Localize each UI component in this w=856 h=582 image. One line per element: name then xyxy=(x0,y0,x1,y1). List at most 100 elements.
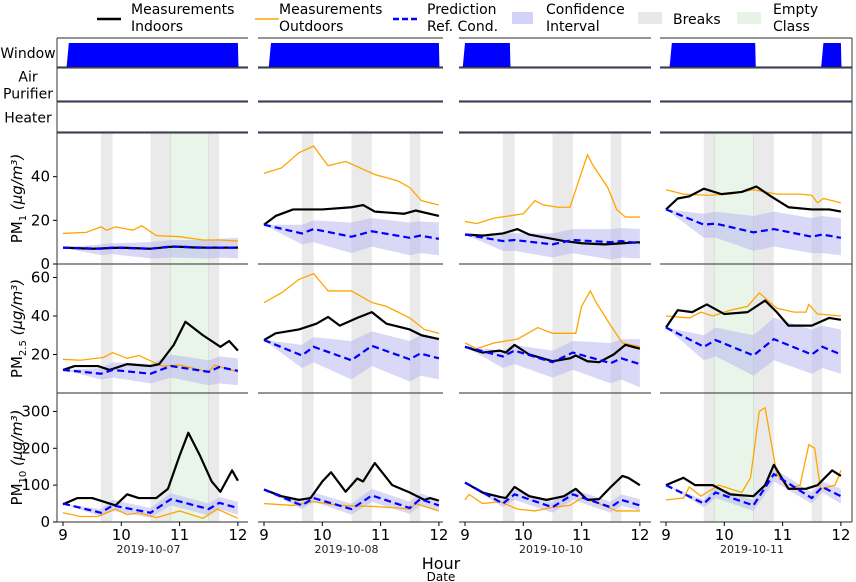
y-tick-label: 0 xyxy=(40,255,50,273)
panel-content xyxy=(464,264,641,393)
confidence-interval-band xyxy=(63,354,238,386)
x-axis-label: Hour xyxy=(422,554,461,573)
legend-ci-swatch xyxy=(512,12,533,24)
break-band xyxy=(703,133,715,264)
x-tick-label: 9 xyxy=(460,526,470,544)
y-tick-label: 200 xyxy=(21,439,50,457)
panel-pm10-2019-10-10 xyxy=(459,392,651,523)
window-on-area xyxy=(821,43,842,68)
legend-breaks-label: Breaks xyxy=(673,12,721,28)
legend-indoors-label-2: Indoors xyxy=(131,19,183,35)
y-axis-label-pm25: PM2.5 (μg/m³) xyxy=(8,279,29,378)
panel-content xyxy=(62,133,238,264)
legend-empty-label-2: Class xyxy=(773,19,810,35)
legend-breaks-swatch xyxy=(638,12,662,24)
break-band xyxy=(301,264,314,393)
window-on-area xyxy=(669,43,756,68)
y-tick-label: 100 xyxy=(21,476,50,494)
row-label-air: Air xyxy=(18,70,37,86)
outdoors-line xyxy=(62,351,239,373)
panel-heater-2019-10-07 xyxy=(56,101,248,133)
break-band xyxy=(502,264,515,393)
window-on-area xyxy=(268,43,440,68)
y-label-unit: (μg/m³) xyxy=(8,410,26,471)
confidence-interval-band xyxy=(63,493,238,518)
legend: Measurements Indoors Measurements Outdoo… xyxy=(97,2,818,35)
panel-pm10-2019-10-11 xyxy=(660,392,853,523)
break-band xyxy=(811,393,823,522)
y-label-main: PM xyxy=(8,483,26,505)
break-band xyxy=(208,393,220,522)
legend-ci-label-2: Interval xyxy=(546,19,600,35)
date-label: 2019-10-11 xyxy=(720,543,784,556)
break-band xyxy=(301,133,314,264)
date-label: 2019-10-10 xyxy=(519,543,583,556)
x-tick-label: 12 xyxy=(831,526,850,544)
x-tick-label: 9 xyxy=(259,526,269,544)
prediction-line xyxy=(62,245,238,250)
x-tick-label: 11 xyxy=(572,526,591,544)
panel-content xyxy=(464,133,641,264)
prediction-line xyxy=(62,497,239,514)
indoors-line xyxy=(263,203,440,226)
break-band xyxy=(150,133,171,264)
day-column-2019-10-11: 9 10 11 12 2019-10-11 xyxy=(660,37,853,556)
day-column-2019-10-10: 9 10 11 12 2019-10-10 xyxy=(459,37,651,556)
x-tick-label: 10 xyxy=(112,526,131,544)
day-column-2019-10-08: 9 10 11 12 2019-10-08 xyxy=(258,37,448,556)
panel-pm25-2019-10-10 xyxy=(459,263,651,393)
break-band xyxy=(409,393,421,522)
y-tick-label: 0 xyxy=(40,513,50,531)
prediction-line xyxy=(665,208,842,239)
outdoors-line xyxy=(263,272,440,334)
panel-pm1-2019-10-11 xyxy=(660,132,853,264)
panel-content xyxy=(263,393,440,522)
prediction-line xyxy=(464,481,641,509)
prediction-line xyxy=(464,345,641,366)
confidence-interval-band xyxy=(264,331,439,382)
date-label: 2019-10-07 xyxy=(117,543,181,556)
break-band xyxy=(610,133,622,264)
y-tick-label: 20 xyxy=(31,211,50,229)
panel-air-2019-10-07 xyxy=(56,67,248,102)
outdoors-line xyxy=(665,406,842,501)
prediction-line xyxy=(62,364,239,375)
outdoors-line xyxy=(665,291,841,319)
indoors-line xyxy=(665,185,842,213)
y-label-subscript: 1 xyxy=(18,215,29,221)
panel-content xyxy=(62,264,239,393)
panel-content xyxy=(263,133,440,264)
legend-indoors-label-1: Measurements xyxy=(131,2,234,18)
indoors-line xyxy=(464,227,640,246)
panel-window-2019-10-11 xyxy=(660,37,853,68)
panel-pm25-2019-10-07: 20 40 60 xyxy=(31,263,248,393)
y-label-unit: (μg/m³) xyxy=(8,279,26,340)
break-band xyxy=(703,264,715,393)
x-tick-label: 11 xyxy=(371,526,390,544)
break-band xyxy=(100,393,113,522)
confidence-interval-band xyxy=(666,317,841,376)
y-tick-label: 40 xyxy=(31,307,50,325)
y-axis-label-pm1: PM1 (μg/m³) xyxy=(8,154,29,244)
panel-content xyxy=(459,43,651,68)
y-tick-label: 300 xyxy=(21,402,50,420)
confidence-interval-band xyxy=(465,482,640,513)
break-band xyxy=(811,133,823,264)
indoors-line xyxy=(62,431,239,507)
outdoors-line xyxy=(464,289,641,350)
x-tick-label: 12 xyxy=(429,526,448,544)
outdoors-line xyxy=(464,153,640,225)
panel-heater-2019-10-10 xyxy=(459,101,651,133)
x-tick-label: 10 xyxy=(313,526,332,544)
y-label-main: PM xyxy=(8,221,26,243)
y-axis-label-pm10: PM10 (μg/m³) xyxy=(8,410,29,506)
break-band xyxy=(502,393,515,522)
break-band xyxy=(409,133,421,264)
panel-pm25-2019-10-08 xyxy=(258,263,443,393)
indoors-line xyxy=(263,461,440,502)
panel-air-2019-10-10 xyxy=(459,67,651,102)
panel-content xyxy=(665,393,842,522)
